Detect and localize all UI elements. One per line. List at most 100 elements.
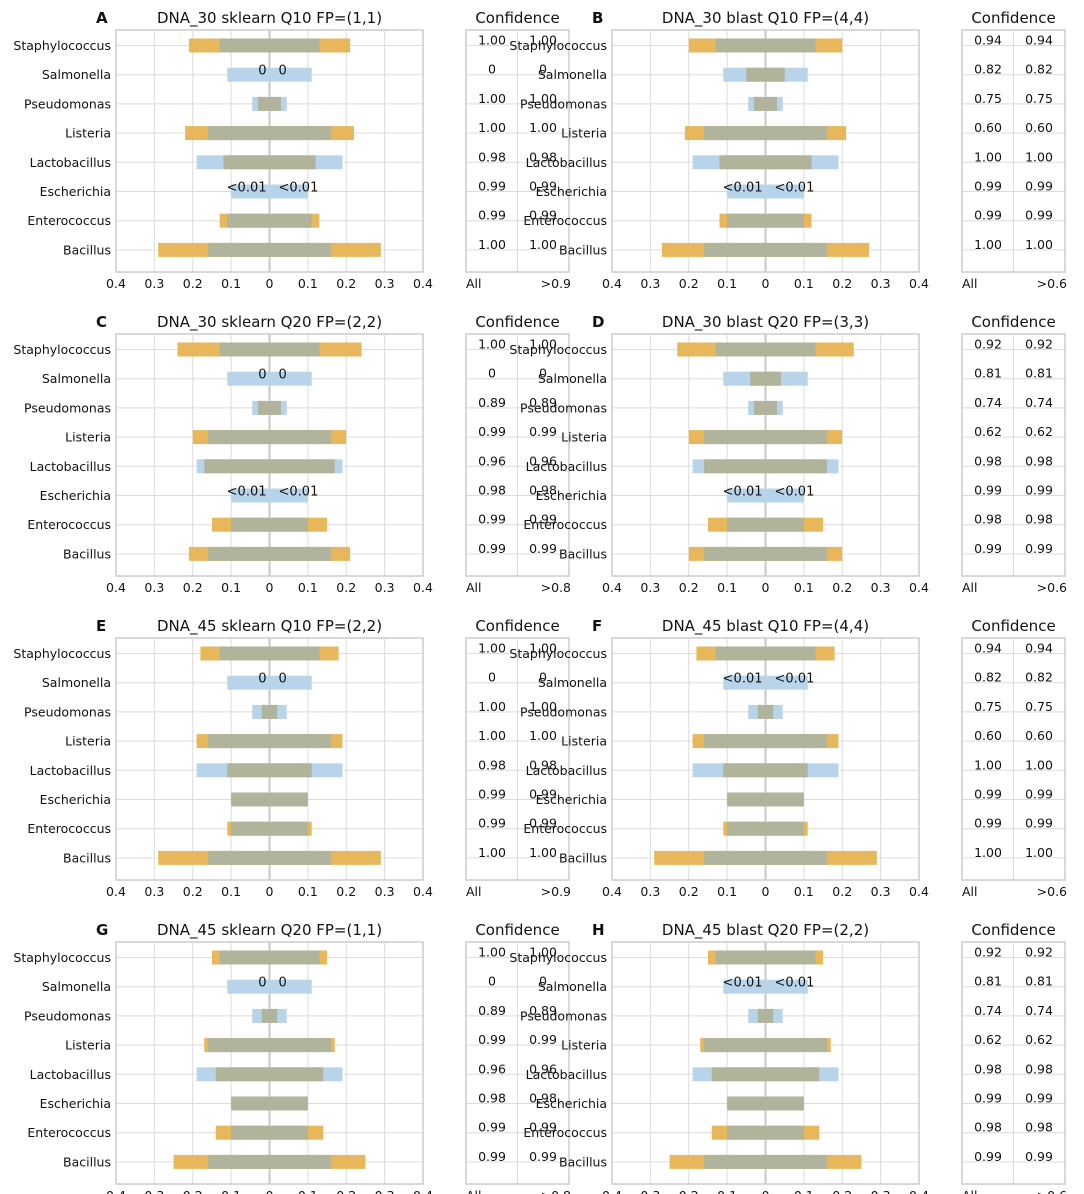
bar-inner (704, 430, 827, 445)
species-label: Escherichia (40, 184, 111, 199)
species-label: Staphylococcus (13, 646, 111, 661)
species-label: Enterococcus (523, 821, 607, 836)
x-tick-label: 0.4 (413, 884, 433, 899)
bar-label-left: <0.01 (227, 181, 267, 196)
confidence-all-value: 0.60 (974, 120, 1002, 135)
x-tick-label: 0.4 (413, 276, 433, 291)
confidence-threshold-value: 0.89 (529, 1003, 557, 1018)
bar-label-left: <0.01 (723, 672, 763, 687)
confidence-threshold-value: 0.98 (529, 483, 557, 498)
panel-title: DNA_30 sklearn Q20 FP=(2,2) (157, 313, 382, 332)
bar-blue (723, 675, 808, 690)
confidence-threshold-value: 1.00 (529, 33, 557, 48)
bar-inner (223, 155, 316, 170)
x-tick-label: 0.4 (413, 580, 433, 595)
confidence-all-value: 0.98 (974, 1061, 1002, 1076)
confidence-header: Confidence (475, 313, 559, 331)
confidence-threshold-value: 1.00 (529, 641, 557, 656)
species-label: Salmonella (42, 979, 111, 994)
bar-inner (208, 1154, 331, 1169)
confidence-threshold-value: 0.98 (1025, 1120, 1053, 1135)
confidence-all-value: 0.89 (478, 395, 506, 410)
confidence-frame (465, 941, 570, 1185)
confidence-threshold-value: 0.98 (529, 757, 557, 772)
confidence-threshold-value: 0.99 (1025, 1091, 1053, 1106)
x-tick-label: 0.4 (909, 884, 929, 899)
bar-inner (208, 430, 331, 445)
species-label: Staphylococcus (509, 646, 607, 661)
x-tick-label: 0.3 (375, 276, 395, 291)
species-label: Listeria (65, 430, 111, 445)
x-tick-label: 0.2 (336, 580, 356, 595)
x-tick-label: 0.2 (336, 276, 356, 291)
confidence-threshold-value: 0.99 (529, 512, 557, 527)
bar-inner (227, 213, 312, 228)
x-tick-label: 0 (266, 276, 274, 291)
x-tick-label: 0 (762, 276, 770, 291)
panel-letter: A (96, 9, 108, 27)
species-label: Lactobacillus (30, 459, 111, 474)
confidence-header: Confidence (971, 313, 1055, 331)
species-label: Salmonella (42, 675, 111, 690)
panel-letter: H (592, 921, 605, 939)
species-label: Escherichia (536, 1096, 607, 1111)
panel-letter: F (592, 617, 602, 635)
bar-inner (257, 400, 282, 415)
x-tick-label: 0.2 (183, 1188, 203, 1194)
panel-e: E DNA_45 sklearn Q10 FP=(2,2) 0.4 0.3 0.2 0.1… (13, 617, 571, 899)
confidence-all-value: 0.75 (974, 91, 1002, 106)
confidence-threshold-value: 0.99 (529, 179, 557, 194)
bar-label-right: <0.01 (775, 485, 815, 500)
confidence-threshold-value: 0.75 (1025, 699, 1053, 714)
bar-label-right: <0.01 (279, 181, 319, 196)
confidence-all-label: All (962, 580, 978, 595)
confidence-all-value: 0.82 (974, 670, 1002, 685)
panel-title: DNA_45 blast Q10 FP=(4,4) (662, 617, 869, 636)
bar-inner (219, 646, 320, 661)
confidence-header: Confidence (971, 617, 1055, 635)
species-label: Listeria (65, 1038, 111, 1053)
bar-blue (231, 488, 308, 503)
confidence-threshold-value: 0.99 (1025, 816, 1053, 831)
confidence-threshold-value: 0.99 (1025, 787, 1053, 802)
confidence-frame (465, 29, 570, 273)
confidence-threshold-value: 1.00 (529, 237, 557, 252)
bar-blue (227, 979, 312, 994)
plot-frame (115, 637, 424, 881)
x-tick-label: 0.4 (106, 580, 126, 595)
bar-inner (704, 126, 827, 141)
bar-inner (219, 950, 320, 965)
confidence-all-value: 0.99 (974, 541, 1002, 556)
confidence-all-value: 1.00 (974, 757, 1002, 772)
confidence-threshold-value: 0 (539, 974, 547, 989)
species-label: Staphylococcus (509, 342, 607, 357)
bar-label-left: 0 (258, 976, 266, 991)
species-label: Pseudomonas (520, 1008, 607, 1023)
confidence-frame (961, 29, 1066, 273)
bar-blue (723, 979, 808, 994)
confidence-threshold-label: >0.9 (541, 276, 571, 291)
species-label: Salmonella (538, 67, 607, 82)
x-tick-label: 0 (266, 580, 274, 595)
x-tick-label: 0.1 (298, 1188, 318, 1194)
x-tick-label: 0 (762, 884, 770, 899)
confidence-all-value: 1.00 (478, 728, 506, 743)
x-tick-label: 0.3 (640, 580, 660, 595)
x-tick-label: 0.4 (106, 276, 126, 291)
confidence-frame (465, 333, 570, 577)
confidence-all-value: 0.82 (974, 62, 1002, 77)
x-tick-label: 0.2 (832, 580, 852, 595)
confidence-all-label: All (466, 276, 482, 291)
confidence-threshold-value: 0.96 (529, 1061, 557, 1076)
confidence-threshold-value: 0.62 (1025, 1032, 1053, 1047)
species-label: Lactobacillus (30, 1067, 111, 1082)
confidence-all-label: All (962, 884, 978, 899)
bar-blue (231, 184, 308, 199)
bar-inner (204, 459, 335, 474)
species-label: Enterococcus (27, 517, 111, 532)
confidence-threshold-value: 0.99 (529, 1149, 557, 1164)
x-tick-label: 0.2 (183, 580, 203, 595)
confidence-threshold-label: >0.8 (541, 580, 571, 595)
bar-label-left: <0.01 (723, 181, 763, 196)
confidence-threshold-value: 0.60 (1025, 728, 1053, 743)
